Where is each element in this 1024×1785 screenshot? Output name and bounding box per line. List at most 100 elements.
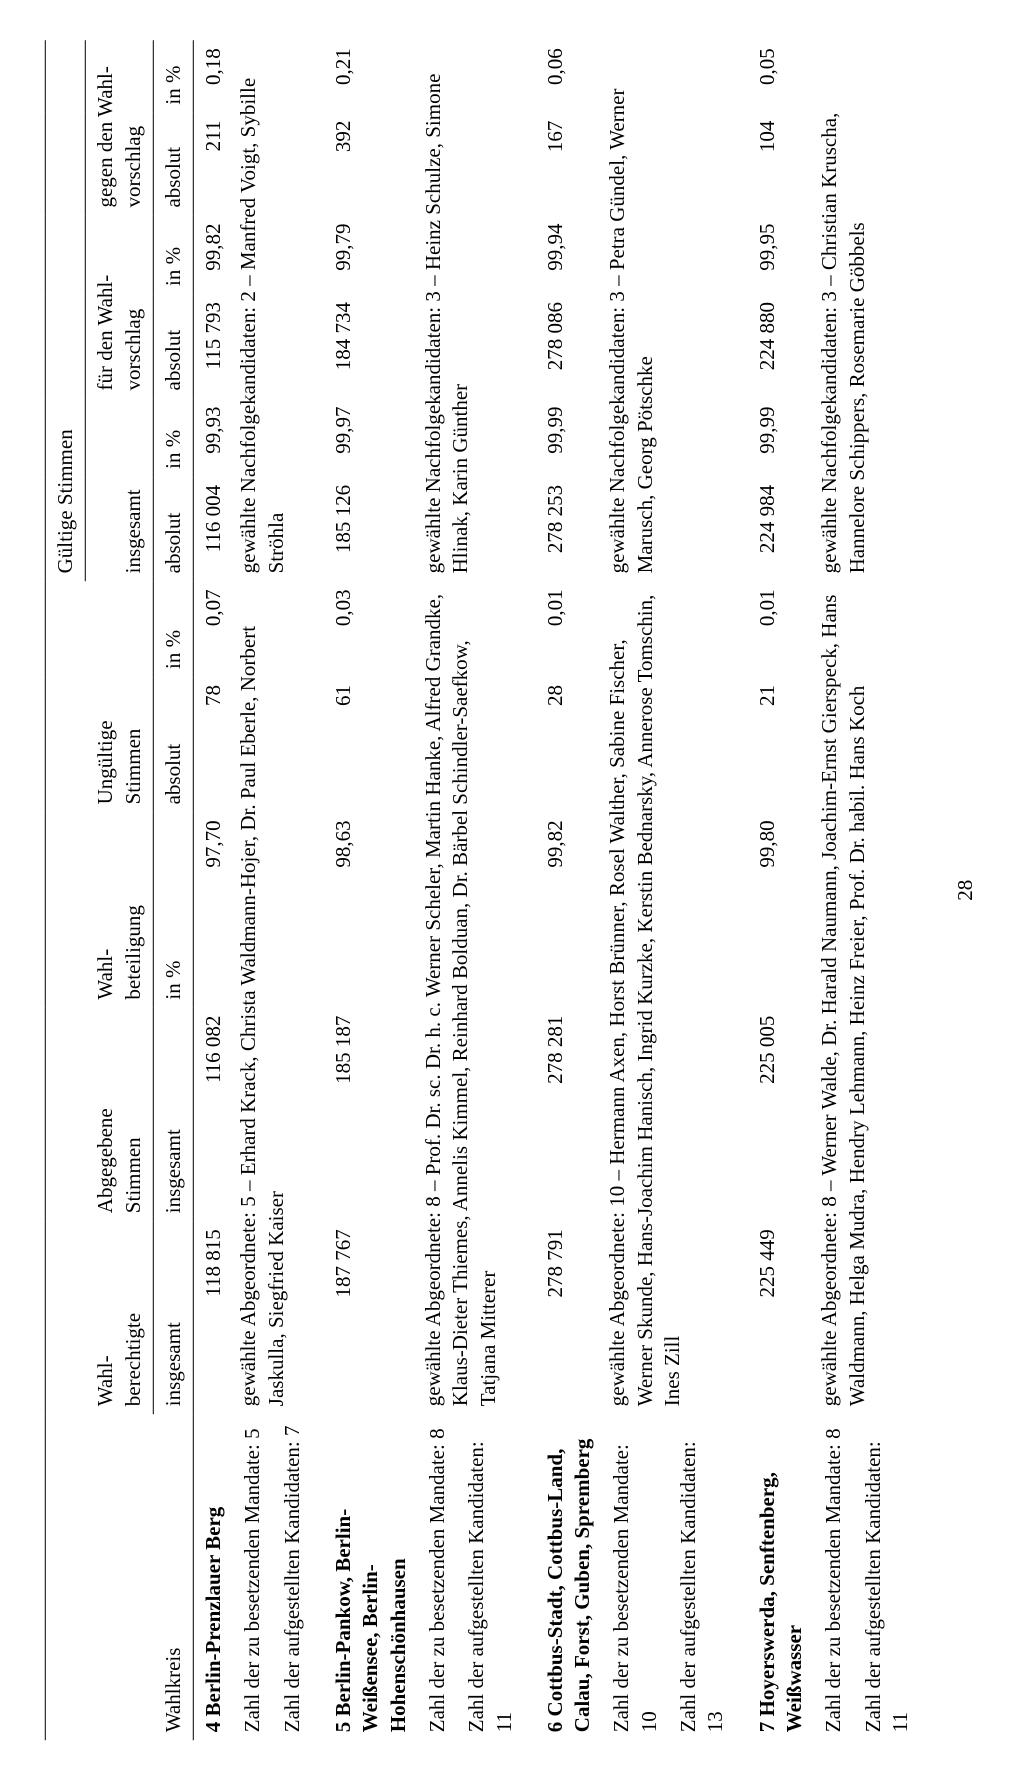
sub-insgesamt2: insgesamt xyxy=(153,1007,193,1221)
value-gueltig_pct: 99,93 xyxy=(193,398,233,476)
district-row: 5 Berlin-Pankow, Berlin-Weißensee, Berli… xyxy=(324,40,418,1740)
value-ung_abs: 21 xyxy=(747,677,814,812)
abgeordnete-cell: gewählte Abgeordnete: 8 – Prof. Dr. sc. … xyxy=(418,581,536,1414)
district-name-cell: 4 Berlin-Prenzlauer Berg xyxy=(193,1414,233,1740)
value-gueltig_pct: 99,97 xyxy=(324,398,418,476)
district-row: 4 Berlin-Prenzlauer Berg118 815116 08297… xyxy=(193,40,233,1740)
col-insgesamt-top: insgesamt xyxy=(86,398,154,581)
district-subrow: Zahl der zu besetzenden Mandate: 10gewäh… xyxy=(602,40,669,1740)
value-fuer_pct: 99,82 xyxy=(193,215,233,293)
sub-absolut3: absolut xyxy=(153,293,193,397)
value-wahlberechtigte: 187 767 xyxy=(324,1221,418,1414)
value-gueltig_abs: 278 253 xyxy=(536,476,603,580)
col-wahlbeteiligung: Wahl- beteiligung xyxy=(45,812,153,1007)
district-number: 6 xyxy=(543,1721,567,1732)
sub-inpct: in % xyxy=(153,812,193,1007)
district-number: 4 xyxy=(201,1721,225,1732)
value-gegen_pct: 0,05 xyxy=(747,40,814,112)
district-name-cell: 5 Berlin-Pankow, Berlin-Weißensee, Berli… xyxy=(324,1414,418,1740)
value-gegen_abs: 167 xyxy=(536,112,603,215)
kandidaten-cell: Zahl der aufgestellten Kandidaten: 13 xyxy=(669,1414,748,1740)
results-table: Wahlkreis Wahl- berechtigte Abgegebene S… xyxy=(45,40,932,1740)
nachfolge-cell: gewählte Nachfolgekandidaten: 3 – Petra … xyxy=(602,40,747,581)
kandidaten-cell: Zahl der aufgestellten Kandidaten: 7 xyxy=(273,1414,324,1740)
mandate-cell: Zahl der zu besetzenden Mandate: 10 xyxy=(602,1414,669,1740)
value-abg_insgesamt: 185 187 xyxy=(324,1007,418,1221)
district-subrow: Zahl der zu besetzenden Mandate: 8gewähl… xyxy=(814,40,853,1740)
value-fuer_abs: 278 086 xyxy=(536,293,603,397)
district-name: Cottbus-Stadt, Cottbus-Land, Calau, Fors… xyxy=(543,1438,594,1732)
mandate-cell: Zahl der zu besetzenden Mandate: 5 xyxy=(233,1414,272,1740)
page-number: 28 xyxy=(952,40,979,1740)
abgeordnete-cell: gewählte Abgeordnete: 10 – Hermann Axen,… xyxy=(602,581,747,1414)
district-name: Berlin-Prenzlauer Berg xyxy=(201,1506,225,1716)
district-name-cell: 6 Cottbus-Stadt, Cottbus-Land, Calau, Fo… xyxy=(536,1414,603,1740)
value-fuer_abs: 115 793 xyxy=(193,293,233,397)
nachfolge-cell: gewählte Nachfolgekandidaten: 3 – Heinz … xyxy=(418,40,536,581)
value-ung_abs: 61 xyxy=(324,677,418,812)
value-abg_insgesamt: 225 005 xyxy=(747,1007,814,1221)
value-ung_abs: 28 xyxy=(536,677,603,812)
election-results-page: Wahlkreis Wahl- berechtigte Abgegebene S… xyxy=(45,40,979,1740)
district-name: Berlin-Pankow, Berlin-Weißensee, Berlin-… xyxy=(331,1508,410,1731)
value-wahlbeteiligung: 97,70 xyxy=(193,812,233,1007)
district-name: Hoyerswerda, Senftenberg, Weißwasser xyxy=(754,1472,805,1732)
value-fuer_abs: 224 880 xyxy=(747,293,814,397)
col-gegen: gegen den Wahl- vorschlag xyxy=(86,40,154,215)
abgeordnete-cell: gewählte Abgeordnete: 8 – Werner Walde, … xyxy=(814,581,932,1414)
value-ung_pct: 0,01 xyxy=(536,581,603,677)
value-gegen_pct: 0,06 xyxy=(536,40,603,112)
value-gueltig_abs: 224 984 xyxy=(747,476,814,580)
value-wahlbeteiligung: 99,82 xyxy=(536,812,603,1007)
sub-absolut4: absolut xyxy=(153,112,193,215)
sub-insgesamt: insgesamt xyxy=(153,1221,193,1414)
value-gegen_abs: 211 xyxy=(193,112,233,215)
value-fuer_pct: 99,79 xyxy=(324,215,418,293)
value-ung_pct: 0,03 xyxy=(324,581,418,677)
district-number: 5 xyxy=(331,1721,355,1732)
col-wahlberechtigte: Wahl- berechtigte xyxy=(45,1221,153,1414)
value-gueltig_abs: 185 126 xyxy=(324,476,418,580)
value-ung_abs: 78 xyxy=(193,677,233,812)
district-number: 7 xyxy=(754,1721,778,1732)
mandate-cell: Zahl der zu besetzenden Mandate: 8 xyxy=(814,1414,853,1740)
sub-inpct4: in % xyxy=(153,215,193,293)
value-fuer_abs: 184 734 xyxy=(324,293,418,397)
nachfolge-cell: gewählte Nachfolgekandidaten: 3 – Christ… xyxy=(814,40,932,581)
district-row: 7 Hoyerswerda, Senftenberg, Weißwasser 22… xyxy=(747,40,814,1740)
value-wahlbeteiligung: 99,80 xyxy=(747,812,814,1007)
col-ungueltige: Ungültige Stimmen xyxy=(45,581,153,812)
value-abg_insgesamt: 278 281 xyxy=(536,1007,603,1221)
mandate-cell: Zahl der zu besetzenden Mandate: 8 xyxy=(418,1414,457,1740)
kandidaten-cell: Zahl der aufgestellten Kandidaten: 11 xyxy=(853,1414,932,1740)
sub-inpct3: in % xyxy=(153,398,193,476)
col-fuer: für den Wahl- vorschlag xyxy=(86,215,154,398)
value-gegen_pct: 0,21 xyxy=(324,40,418,112)
value-wahlberechtigte: 278 791 xyxy=(536,1221,603,1414)
value-gueltig_pct: 99,99 xyxy=(536,398,603,476)
sub-inpct5: in % xyxy=(153,40,193,112)
value-ung_pct: 0,01 xyxy=(747,581,814,677)
nachfolge-cell: gewählte Nachfolgekandidaten: 2 – Manfre… xyxy=(233,40,324,581)
value-gegen_pct: 0,18 xyxy=(193,40,233,112)
value-wahlbeteiligung: 98,63 xyxy=(324,812,418,1007)
district-subrow: Zahl der zu besetzenden Mandate: 5gewähl… xyxy=(233,40,272,1740)
sub-absolut: absolut xyxy=(153,677,193,812)
value-gueltig_pct: 99,99 xyxy=(747,398,814,476)
value-wahlberechtigte: 118 815 xyxy=(193,1221,233,1414)
district-row: 6 Cottbus-Stadt, Cottbus-Land, Calau, Fo… xyxy=(536,40,603,1740)
value-fuer_pct: 99,95 xyxy=(747,215,814,293)
sub-absolut2: absolut xyxy=(153,476,193,580)
kandidaten-cell: Zahl der aufgestellten Kandidaten: 11 xyxy=(457,1414,536,1740)
district-name-cell: 7 Hoyerswerda, Senftenberg, Weißwasser xyxy=(747,1414,814,1740)
value-gegen_abs: 104 xyxy=(747,112,814,215)
district-subrow: Zahl der zu besetzenden Mandate: 8gewähl… xyxy=(418,40,457,1740)
col-wahlkreis: Wahlkreis xyxy=(45,1414,193,1740)
col-gueltige: Gültige Stimmen xyxy=(45,40,85,581)
value-gueltig_abs: 116 004 xyxy=(193,476,233,580)
abgeordnete-cell: gewählte Abgeordnete: 5 – Erhard Krack, … xyxy=(233,581,324,1414)
sub-inpct2: in % xyxy=(153,581,193,677)
value-fuer_pct: 99,94 xyxy=(536,215,603,293)
value-ung_pct: 0,07 xyxy=(193,581,233,677)
value-abg_insgesamt: 116 082 xyxy=(193,1007,233,1221)
